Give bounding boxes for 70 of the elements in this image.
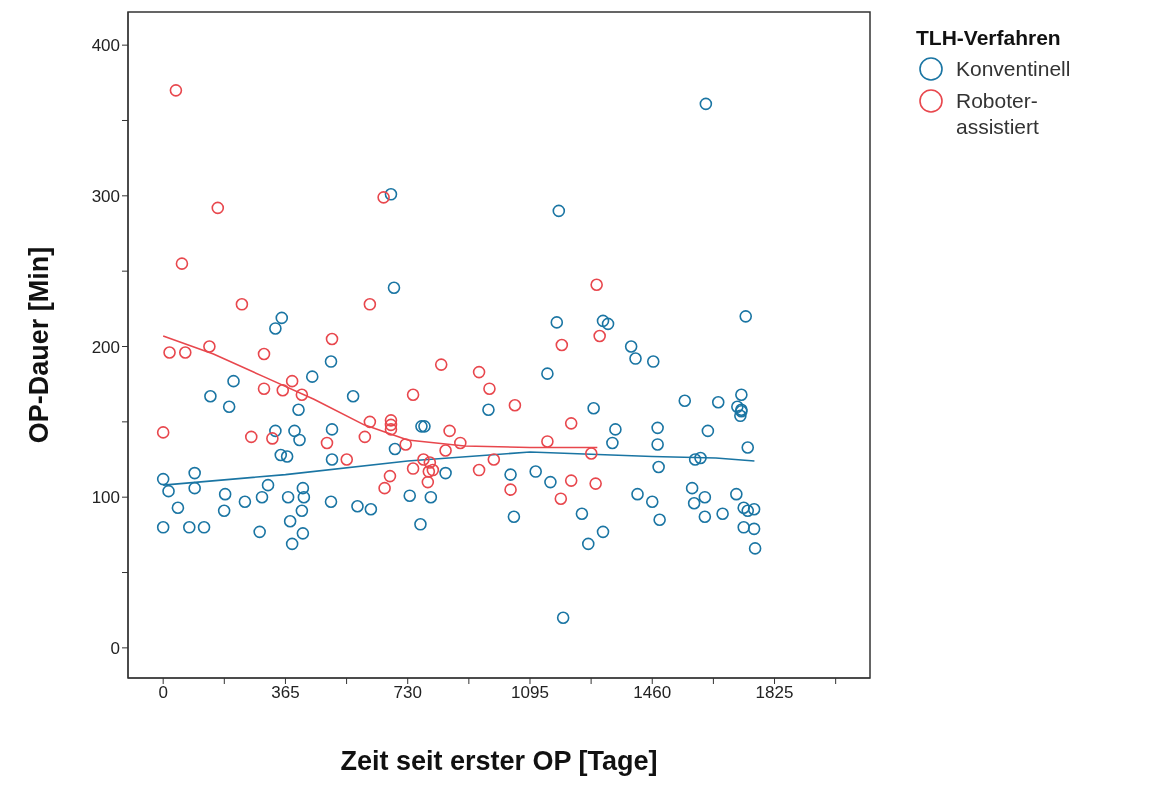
- point: [483, 382, 496, 395]
- point: [504, 483, 517, 496]
- point: [454, 436, 467, 450]
- point: [163, 346, 176, 359]
- point: [434, 358, 448, 371]
- point: [426, 463, 440, 477]
- point: [276, 383, 290, 397]
- point: [363, 298, 377, 311]
- point: [422, 465, 436, 478]
- point: [472, 463, 486, 477]
- y-tick-label: 400: [91, 36, 120, 56]
- point: [589, 477, 602, 490]
- point: [417, 453, 430, 466]
- y-tick-label: 200: [91, 337, 120, 357]
- x-tick-label: 1460: [633, 683, 672, 703]
- point: [472, 365, 486, 379]
- point: [203, 340, 216, 353]
- point: [178, 346, 192, 359]
- point: [384, 423, 398, 436]
- point: [156, 426, 170, 439]
- point: [340, 453, 354, 466]
- point: [554, 492, 568, 505]
- point: [325, 332, 339, 346]
- y-tick-label: 0: [110, 638, 120, 658]
- point: [443, 424, 456, 438]
- x-axis-title: Zeit seit erster OP [Tage]: [340, 746, 658, 776]
- point: [541, 435, 554, 448]
- point: [487, 453, 501, 466]
- point: [593, 329, 606, 343]
- point: [383, 469, 397, 483]
- x-tick-label: 0: [158, 683, 168, 703]
- legend-label: Roboter-assistiert: [956, 88, 1040, 140]
- point: [439, 444, 452, 457]
- point: [257, 382, 271, 395]
- point: [320, 436, 334, 450]
- point: [363, 415, 377, 429]
- point: [590, 278, 603, 292]
- point: [399, 438, 413, 451]
- x-tick-label: 365: [271, 683, 300, 703]
- point: [508, 398, 522, 412]
- point: [423, 456, 437, 469]
- point: [584, 447, 598, 460]
- point: [169, 84, 183, 97]
- point: [211, 201, 225, 215]
- point: [564, 417, 578, 430]
- point: [555, 338, 569, 352]
- y-tick-label: 100: [91, 488, 120, 508]
- legend-title: TLH-Verfahren: [916, 26, 1062, 50]
- point: [257, 347, 271, 361]
- y-axis-title: OP-Dauer [Min]: [23, 246, 54, 444]
- point: [377, 191, 390, 204]
- point: [175, 257, 189, 270]
- point: [295, 388, 309, 402]
- point: [384, 418, 398, 432]
- point: [378, 481, 391, 495]
- point: [235, 298, 249, 311]
- point: [266, 432, 279, 445]
- point: [406, 462, 420, 475]
- point: [406, 388, 420, 402]
- legend-label: Konventinell: [956, 56, 1072, 82]
- point: [244, 430, 258, 444]
- x-tick-label: 1095: [511, 683, 549, 703]
- y-tick-label: 300: [91, 186, 120, 206]
- point: [358, 430, 372, 444]
- point: [564, 474, 578, 487]
- x-tick-label: 730: [393, 683, 422, 703]
- x-tick-label: 1825: [755, 683, 794, 703]
- point: [285, 374, 299, 388]
- point: [421, 475, 435, 489]
- point: [384, 414, 398, 427]
